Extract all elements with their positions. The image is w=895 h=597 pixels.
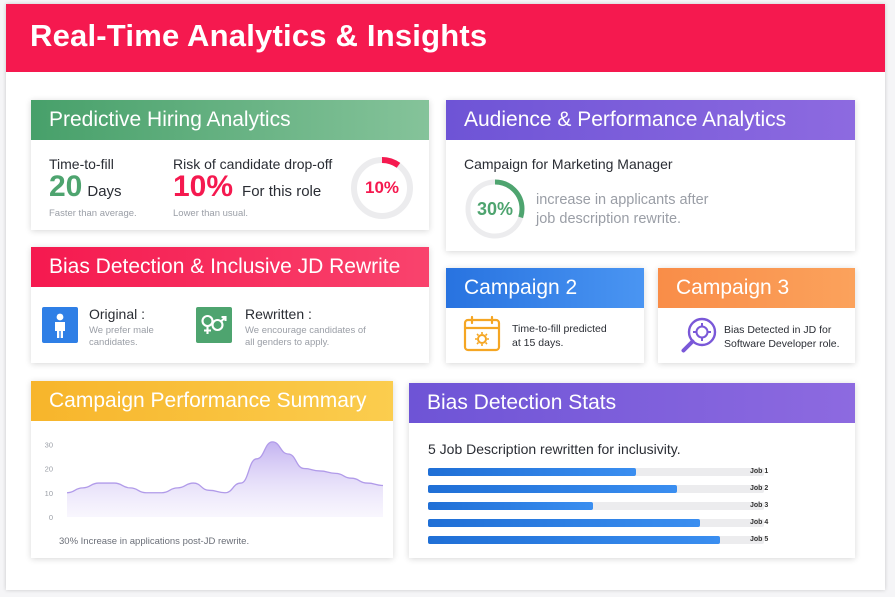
campaign3-line1: Bias Detected in JD for bbox=[724, 324, 832, 336]
summary-card: Campaign Performance Summary 0 10 20 30 30%… bbox=[31, 381, 393, 558]
y-tick-label: 30 bbox=[45, 440, 53, 449]
original-line2: candidates. bbox=[89, 337, 138, 348]
calendar-icon bbox=[463, 315, 501, 352]
risk-ring-progress bbox=[351, 157, 413, 219]
audience-ring bbox=[465, 179, 525, 239]
applications-area-chart: 0 10 20 30 bbox=[45, 440, 384, 522]
page-title: Real-Time Analytics & Insights bbox=[30, 18, 488, 53]
audience-card-title: Audience & Performance Analytics bbox=[464, 108, 787, 131]
predictive-card-title: Predictive Hiring Analytics bbox=[49, 108, 291, 131]
male-icon bbox=[42, 307, 78, 343]
dashboard-frame: Real-Time Analytics & Insights Predictiv… bbox=[6, 4, 885, 590]
campaign3-card: Campaign 3 Bias Detected in JD for Softw… bbox=[658, 268, 855, 363]
audience-text-line1: increase in applicants after bbox=[536, 192, 709, 208]
y-tick-label: 20 bbox=[45, 465, 53, 474]
campaign2-line2: at 15 days. bbox=[512, 337, 564, 349]
ttf-value-group: 20 Days bbox=[49, 170, 122, 204]
campaign2-card-header: Campaign 2 bbox=[446, 268, 644, 308]
magnifier-target-icon bbox=[681, 317, 717, 353]
job-bar bbox=[428, 485, 677, 493]
job-bar-track bbox=[428, 502, 764, 510]
stats-card: Bias Detection Stats 5 Job Description r… bbox=[409, 383, 855, 558]
job-bar bbox=[428, 468, 637, 476]
campaign3-card-header: Campaign 3 bbox=[658, 268, 855, 308]
risk-note: Lower than usual. bbox=[173, 208, 248, 219]
audience-card-header: Audience & Performance Analytics bbox=[446, 100, 855, 140]
y-tick-label: 10 bbox=[45, 489, 53, 498]
summary-card-header: Campaign Performance Summary bbox=[31, 381, 393, 421]
y-tick-label: 0 bbox=[49, 513, 53, 522]
rewritten-line2: all genders to apply. bbox=[245, 337, 330, 348]
stats-subtitle: 5 Job Description rewritten for inclusiv… bbox=[428, 441, 681, 457]
predictive-card: Predictive Hiring Analytics Time-to-fill… bbox=[31, 100, 429, 230]
audience-ring-label: 30% bbox=[476, 198, 514, 219]
audience-ring-progress bbox=[465, 179, 525, 239]
ttf-label: Time-to-fill bbox=[49, 156, 114, 172]
predictive-card-header: Predictive Hiring Analytics bbox=[31, 100, 429, 140]
bias-card-title: Bias Detection & Inclusive JD Rewrite bbox=[49, 255, 401, 278]
ttf-unit: Days bbox=[87, 183, 122, 200]
job-bar-label: Job 1 bbox=[750, 468, 769, 475]
ttf-note: Faster than average. bbox=[49, 208, 137, 219]
ttf-value: 20 bbox=[49, 170, 83, 203]
job-bar bbox=[428, 502, 593, 510]
stats-card-title: Bias Detection Stats bbox=[427, 391, 617, 414]
original-line1: We prefer male bbox=[89, 325, 154, 336]
audience-text-line2: job description rewrite. bbox=[536, 211, 682, 227]
job-bar-track bbox=[428, 536, 764, 544]
risk-ring-label: 10% bbox=[364, 178, 400, 197]
risk-suffix: For this role bbox=[242, 183, 322, 200]
audience-card: Audience & Performance Analytics Campaig… bbox=[446, 100, 855, 251]
rewritten-label: Rewritten : bbox=[245, 306, 312, 322]
area-line bbox=[66, 441, 384, 494]
job-bar-track bbox=[428, 468, 764, 476]
stats-card-header: Bias Detection Stats bbox=[409, 383, 855, 423]
job-bar-label: Job 3 bbox=[750, 502, 769, 509]
area-fill bbox=[67, 441, 383, 517]
risk-value-group: 10% For this role bbox=[173, 170, 321, 204]
campaign2-line1: Time-to-fill predicted bbox=[512, 323, 607, 335]
bias-card: Bias Detection & Inclusive JD Rewrite Or… bbox=[31, 247, 429, 363]
campaign2-card: Campaign 2 Time-to-fill predicted at 15 … bbox=[446, 268, 644, 363]
gender-inclusive-icon bbox=[196, 307, 232, 343]
audience-campaign: Campaign for Marketing Manager bbox=[464, 156, 673, 172]
job-bar-label: Job 4 bbox=[750, 519, 769, 526]
campaign3-card-title: Campaign 3 bbox=[676, 276, 790, 299]
job-bar-label: Job 2 bbox=[750, 485, 769, 492]
job-bar bbox=[428, 536, 721, 544]
risk-ring bbox=[351, 157, 413, 219]
summary-card-title: Campaign Performance Summary bbox=[49, 389, 367, 412]
job-bar-label: Job 5 bbox=[750, 536, 769, 543]
campaign3-line2: Software Developer role. bbox=[724, 338, 840, 350]
risk-label: Risk of candidate drop-off bbox=[173, 156, 333, 172]
job-bar-track bbox=[428, 485, 764, 493]
rewritten-line1: We encourage candidates of bbox=[245, 325, 366, 336]
job-bar bbox=[428, 519, 701, 527]
original-label: Original : bbox=[89, 306, 146, 322]
job-bar-track bbox=[428, 519, 764, 527]
bias-card-header: Bias Detection & Inclusive JD Rewrite bbox=[31, 247, 429, 287]
risk-value: 10% bbox=[173, 170, 234, 203]
campaign2-card-title: Campaign 2 bbox=[464, 276, 578, 299]
header-bar: Real-Time Analytics & Insights bbox=[6, 4, 885, 72]
summary-caption: 30% Increase in applications post-JD rew… bbox=[59, 536, 250, 547]
